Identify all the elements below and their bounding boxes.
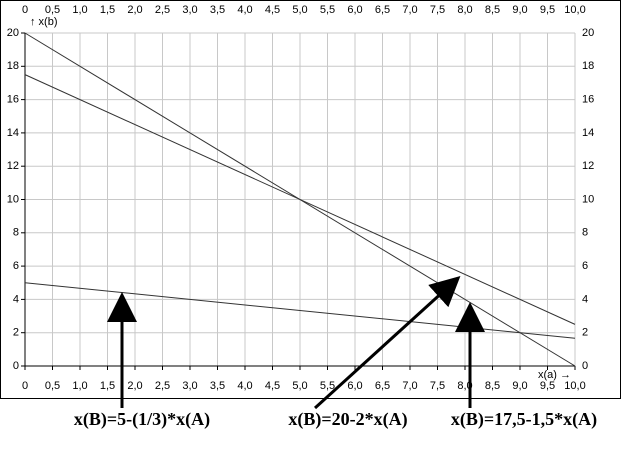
- x-tick-label: 4,5: [265, 380, 280, 392]
- x-tick-label: 4,0: [237, 4, 252, 16]
- y-tick-label: 12: [582, 160, 594, 172]
- x-tick-label: 7,5: [430, 380, 445, 392]
- x-tick-label: 0: [22, 4, 28, 16]
- x-tick-label: 9,0: [512, 380, 527, 392]
- y-tick-label: 18: [7, 60, 19, 72]
- x-tick-label: 5,5: [320, 380, 335, 392]
- y-tick-label: 16: [7, 94, 19, 106]
- x-tick-label: 3,5: [210, 380, 225, 392]
- x-tick-label: 1,0: [72, 4, 87, 16]
- y-tick-label: 4: [13, 293, 19, 305]
- x-tick-label: 4,0: [237, 380, 252, 392]
- x-tick-label: 8,5: [485, 380, 500, 392]
- y-tick-label: 0: [582, 360, 588, 372]
- y-tick-label: 14: [7, 127, 19, 139]
- x-tick-label: 1,5: [100, 4, 115, 16]
- y-tick-label: 20: [7, 27, 19, 39]
- x-tick-label: 8,0: [457, 4, 472, 16]
- x-tick-label: 1,5: [100, 380, 115, 392]
- y-tick-label: 4: [582, 293, 588, 305]
- data-line: [24, 74, 576, 325]
- y-tick-label: 12: [7, 160, 19, 172]
- y-tick-label: 18: [582, 60, 594, 72]
- x-tick-label: 9,0: [512, 4, 527, 16]
- x-tick-label: 0: [22, 380, 28, 392]
- x-tick-label: 6,5: [375, 4, 390, 16]
- x-tick-label: 7,0: [402, 4, 417, 16]
- y-tick-label: 0: [13, 360, 19, 372]
- x-tick-label: 5,0: [292, 4, 307, 16]
- x-tick-label: 0,5: [45, 4, 60, 16]
- x-tick-label: 4,5: [265, 4, 280, 16]
- x-tick-label: 7,5: [430, 4, 445, 16]
- x-tick-label: 6,5: [375, 380, 390, 392]
- y-tick-label: 10: [7, 193, 19, 205]
- x-tick-label: 2,5: [155, 4, 170, 16]
- y-tick-label: 2: [13, 327, 19, 339]
- y-tick-label: 8: [13, 227, 19, 239]
- x-tick-label: 2,0: [127, 4, 142, 16]
- x-tick-label: 10,0: [564, 380, 585, 392]
- x-tick-label: 6,0: [347, 4, 362, 16]
- x-tick-label: 5,5: [320, 4, 335, 16]
- x-tick-label: 3,0: [182, 380, 197, 392]
- x-tick-label: 8,5: [485, 4, 500, 16]
- y-tick-label: 14: [582, 127, 594, 139]
- y-tick-label: 16: [582, 94, 594, 106]
- arrow: [313, 275, 461, 410]
- y-tick-label: 8: [582, 227, 588, 239]
- x-tick-label: 6,0: [347, 380, 362, 392]
- y-tick-label: 2: [582, 327, 588, 339]
- x-tick-label: 1,0: [72, 380, 87, 392]
- x-tick-label: 10,0: [564, 4, 585, 16]
- x-tick-label: 7,0: [402, 380, 417, 392]
- x-tick-label: 2,0: [127, 380, 142, 392]
- y-tick-label: 6: [13, 260, 19, 272]
- y-tick-label: 20: [582, 27, 594, 39]
- x-tick-label: 3,5: [210, 4, 225, 16]
- annotation: x(B)=20-2*x(A): [288, 409, 407, 430]
- x-tick-label: 9,5: [540, 380, 555, 392]
- x-tick-label: 2,5: [155, 380, 170, 392]
- x-axis-label: x(a) →: [538, 369, 571, 381]
- annotation: x(B)=5-(1/3)*x(A): [74, 409, 210, 430]
- y-axis-label: ↑ x(b): [30, 16, 58, 28]
- x-tick-label: 3,0: [182, 4, 197, 16]
- y-tick-label: 10: [582, 193, 594, 205]
- x-tick-label: 0,5: [45, 380, 60, 392]
- x-tick-label: 9,5: [540, 4, 555, 16]
- x-tick-label: 5,0: [292, 380, 307, 392]
- y-tick-label: 6: [582, 260, 588, 272]
- annotation: x(B)=17,5-1,5*x(A): [451, 409, 597, 430]
